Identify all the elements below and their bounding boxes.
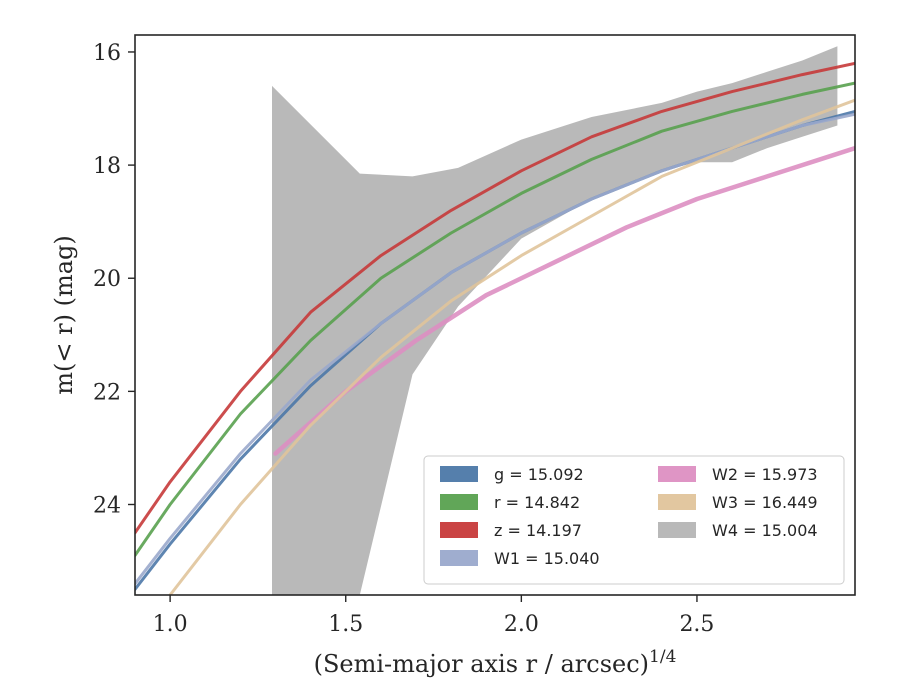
plot-frame [134, 34, 856, 596]
x-tick-label: 2.0 [504, 612, 539, 637]
series-line-z [135, 61, 855, 535]
x-tick-label: 1.0 [153, 612, 188, 637]
x-tick-label: 2.5 [679, 612, 714, 637]
legend-swatch [440, 494, 478, 510]
legend-entry: W4 = 15.004 [712, 521, 818, 540]
legend-entry: W1 = 15.040 [494, 549, 600, 568]
legend-swatch [658, 466, 696, 482]
x-axis-label: (Semi-major axis r / arcsec)1/4 [314, 647, 677, 678]
legend-swatch [440, 466, 478, 482]
legend-swatch [440, 522, 478, 538]
y-tick-label: 20 [93, 267, 121, 292]
legend: g = 15.092 r = 14.842 z = 14.197 W1 = 15.04… [423, 455, 845, 585]
legend-swatch [658, 522, 696, 538]
legend-entry: W3 = 16.449 [712, 493, 818, 512]
series-line-r [135, 81, 855, 557]
legend-entry: z = 14.197 [494, 521, 582, 540]
legend-entry: g = 15.092 [494, 465, 584, 484]
series-band-w4 [272, 46, 838, 595]
legend-box [423, 455, 845, 585]
legend-entry: r = 14.842 [494, 493, 580, 512]
x-axis-label-superscript: 1/4 [649, 647, 676, 667]
legend-entry: W2 = 15.973 [712, 465, 818, 484]
legend-swatch [440, 550, 478, 566]
y-tick-label: 24 [93, 493, 121, 518]
y-axis-label: m(< r) (mag) [50, 235, 78, 394]
y-tick-label: 18 [93, 154, 121, 179]
series-line-w3 [168, 98, 855, 595]
y-tick-label: 16 [93, 41, 121, 66]
y-tick-label: 22 [93, 380, 121, 405]
x-tick-label: 1.5 [328, 612, 363, 637]
legend-swatch [658, 494, 696, 510]
series-line-w2 [273, 145, 855, 456]
